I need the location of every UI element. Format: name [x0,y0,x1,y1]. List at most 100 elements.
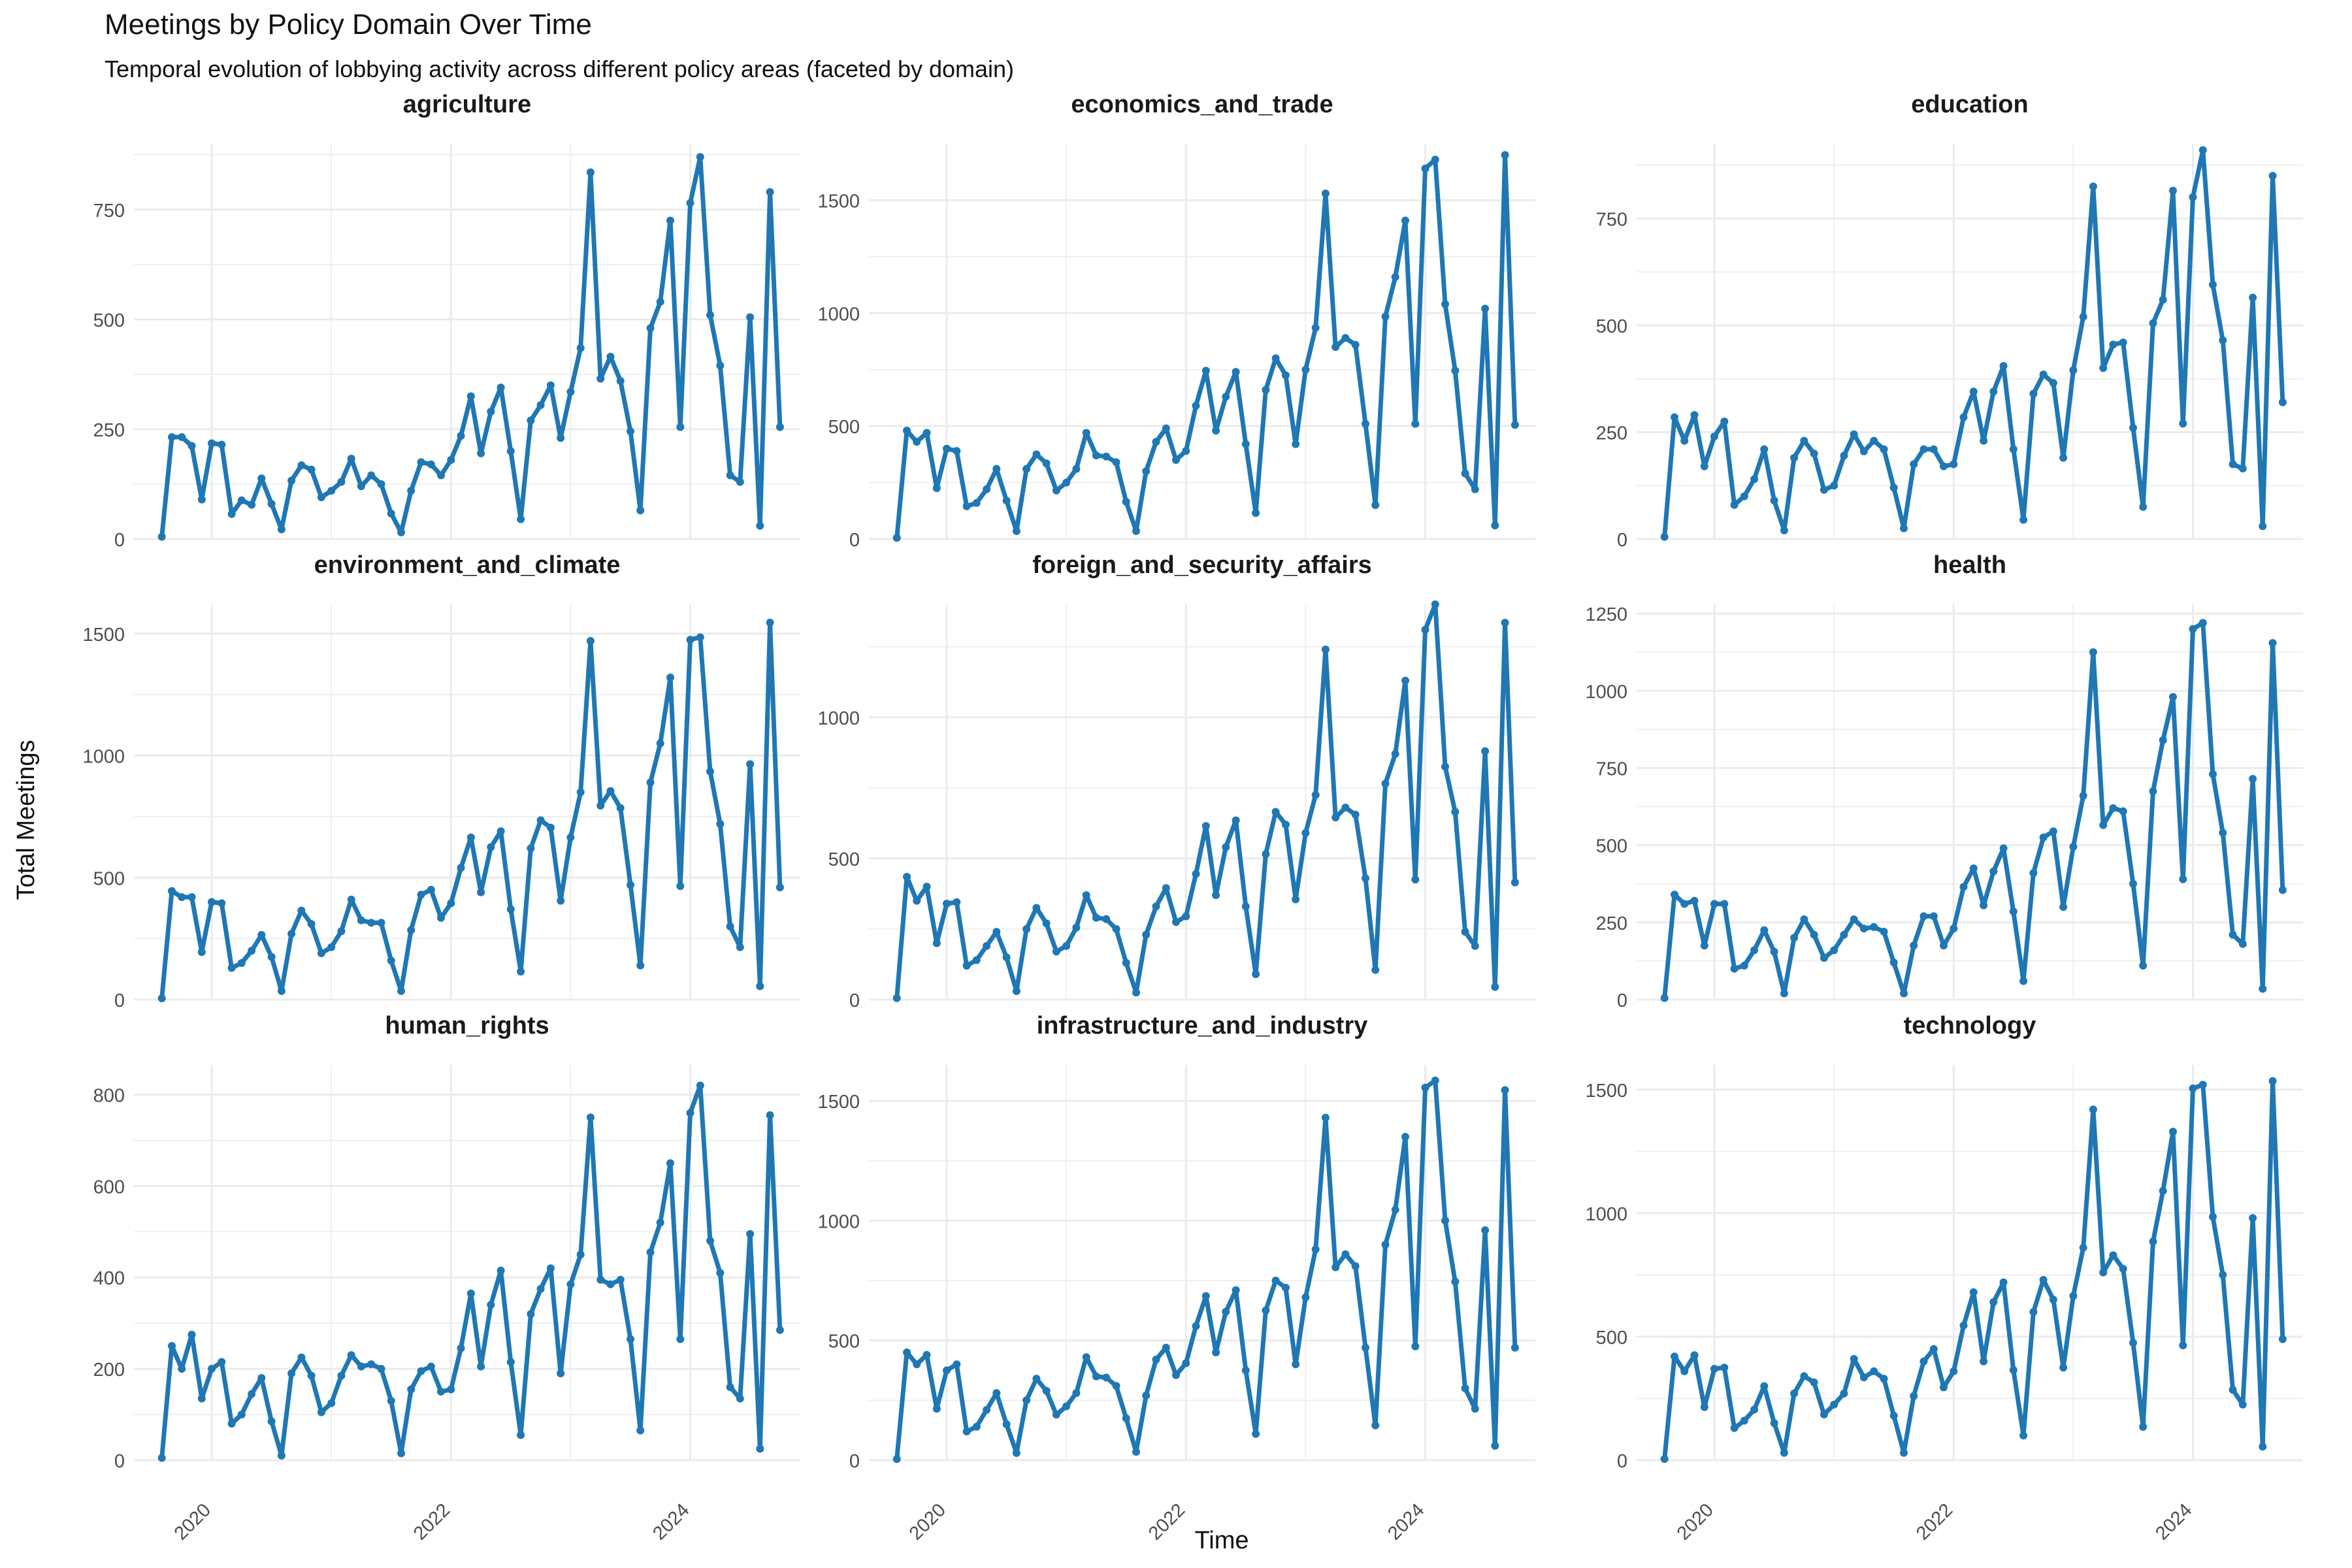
data-point [1222,393,1230,401]
data-point [277,987,286,995]
data-point [1122,498,1130,506]
data-point [636,961,645,970]
data-point [477,1362,485,1371]
data-point [357,1362,365,1371]
data-point [2059,1364,2068,1372]
data-point [1959,413,1968,421]
data-point [2149,319,2157,327]
data-point [1451,808,1460,816]
data-point [427,1362,435,1371]
data-point [1262,385,1270,394]
data-point [726,471,734,480]
data-point [1830,946,1838,955]
data-point [2259,985,2267,993]
data-point [1671,1352,1678,1361]
data-point [2268,172,2277,180]
data-point [1241,1366,1250,1375]
data-point [1690,411,1699,419]
data-point [2278,398,2287,406]
data-point [766,188,774,196]
data-point [2249,293,2257,302]
data-point [2238,939,2247,948]
data-point [1162,884,1170,892]
data-point [1800,1372,1808,1380]
data-point [1501,151,1509,159]
data-point [1671,413,1678,421]
data-point [1770,497,1778,505]
data-point [696,1081,704,1090]
data-point [1929,912,1938,921]
data-point [1201,1292,1210,1300]
data-point [357,482,365,491]
data-point [1501,619,1509,627]
facet-panel-education: education 0 250 500 750 [1596,91,2303,551]
data-point [1351,1262,1360,1270]
data-point [943,900,951,908]
data-point [992,1389,1001,1397]
data-point [1910,941,1918,950]
y-tick-label: 0 [849,990,860,1011]
data-point [1840,1389,1848,1397]
data-point [237,959,246,967]
data-point [2119,807,2127,815]
y-tick-label: 0 [1617,530,1627,551]
data-point [992,928,1001,936]
data-point [1870,923,1878,931]
data-point [297,906,306,915]
data-point [1052,947,1060,956]
data-point [2169,1128,2177,1136]
data-point [536,816,545,825]
data-point [1919,912,1928,921]
data-point [706,311,714,319]
data-point [1770,947,1778,956]
data-point [2129,1339,2137,1347]
x-tick-label: 2020 [171,1499,215,1544]
data-point [1082,1353,1090,1362]
data-point [1830,1400,1838,1409]
data-point [1212,1348,1220,1356]
data-point [447,456,455,464]
data-point [1760,445,1769,453]
data-point [1162,424,1170,433]
data-point [892,1455,901,1463]
data-point [188,442,196,450]
y-tick-label: 250 [93,420,125,441]
data-point [1999,1278,2008,1286]
data-point [1889,1411,1898,1420]
y-tick-label: 0 [849,1451,860,1472]
data-point [2019,977,2028,985]
data-point [903,873,911,881]
data-point [1720,1364,1729,1372]
data-point [557,1369,565,1378]
facet-panel-technology: technology 0 500 1000 1500 2020 2022 2024 [1585,1012,2303,1544]
data-point [1102,452,1111,461]
chart-subtitle: Temporal evolution of lobbying activity … [105,56,1014,82]
data-point [2159,1186,2167,1195]
data-point [407,487,416,495]
data-point [287,476,296,485]
y-tick-label: 1500 [82,625,125,645]
data-point [2268,1077,2277,1085]
data-point [2179,419,2187,428]
data-point [1840,930,1848,939]
data-point [1850,430,1858,438]
data-point [726,1383,734,1392]
data-point [1910,460,1918,468]
data-point [1271,354,1280,363]
data-point [178,893,186,902]
data-point [466,833,475,841]
data-point [1262,850,1270,858]
data-point [1292,895,1300,904]
data-point [1850,915,1858,924]
data-point [377,919,385,927]
data-point [586,1113,595,1122]
data-point [1700,462,1708,470]
data-point [527,1310,535,1318]
data-point [168,433,176,441]
data-point [1481,747,1490,755]
data-point [1391,1205,1399,1214]
data-point [1690,1351,1699,1360]
data-point [397,1449,405,1458]
data-point [1900,1448,1908,1457]
data-point [1271,1277,1280,1284]
